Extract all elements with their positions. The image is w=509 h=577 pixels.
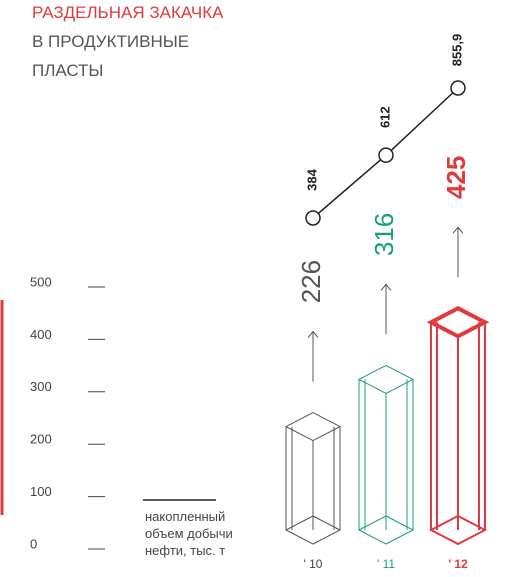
bar-top: [357, 364, 415, 394]
line-point: [450, 80, 466, 96]
arrow-head: [380, 283, 392, 291]
value-label: 425: [441, 156, 471, 199]
bar-top: [284, 412, 342, 442]
bar: [284, 412, 342, 545]
x-tick-label: ' 12: [448, 557, 468, 571]
y-tick-label: 400: [30, 327, 52, 342]
y-tick-label: 500: [30, 274, 52, 289]
bar: [357, 364, 415, 545]
line-point: [305, 210, 321, 226]
y-tick-label: 300: [30, 379, 52, 394]
point-label: 612: [377, 106, 392, 128]
point-label: 384: [304, 168, 319, 190]
value-label: 316: [369, 213, 399, 256]
bar-top: [426, 306, 490, 339]
chart-title: РАЗДЕЛЬНАЯ ЗАКАЧКА: [32, 3, 224, 22]
y-tick-label: 0: [30, 536, 37, 551]
point-label: 855,9: [449, 34, 464, 67]
y-tick-label: 100: [30, 484, 52, 499]
arrow-head: [307, 330, 319, 338]
bar: [426, 306, 490, 546]
y-tick-label: 200: [30, 432, 52, 447]
x-tick-label: ' 11: [377, 557, 395, 571]
legend-label: накопленный объем добычи нефти, тыс. т: [145, 509, 233, 558]
arrow-head: [452, 226, 464, 234]
chart-subtitle: В ПРОДУКТИВНЫЕ ПЛАСТЫ: [32, 32, 190, 80]
x-tick-label: ' 10: [304, 557, 323, 571]
line-point: [378, 147, 394, 163]
value-label: 226: [296, 260, 326, 303]
